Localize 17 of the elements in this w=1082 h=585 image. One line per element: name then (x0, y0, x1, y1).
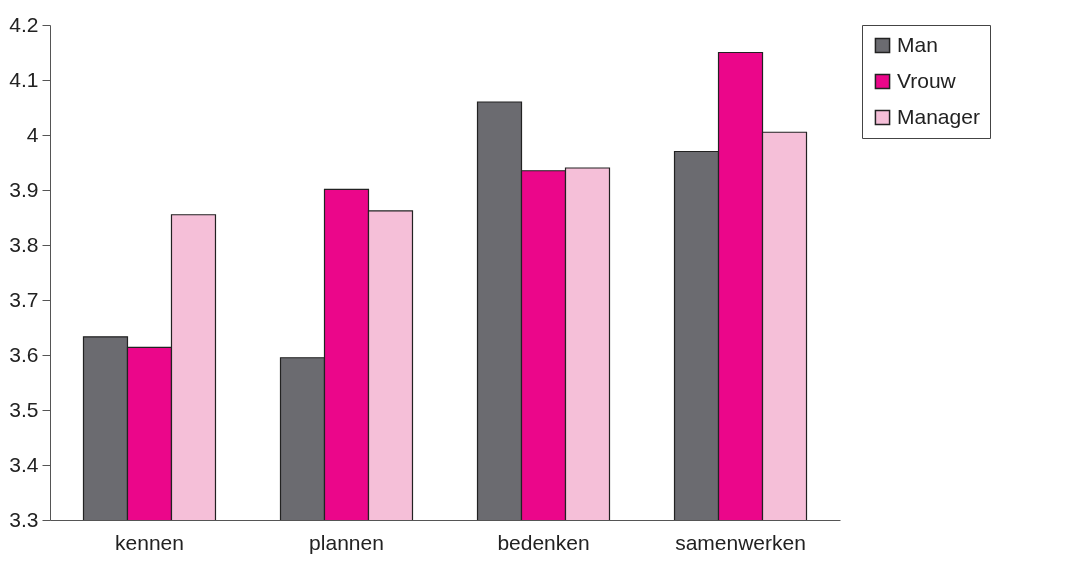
y-tick-label: 3.3 (9, 507, 39, 531)
y-tick-label: 4.1 (9, 67, 39, 91)
y-tick-label: 3.7 (9, 287, 39, 311)
x-tick-label: bedenken (497, 530, 590, 554)
x-tick-label: plannen (309, 530, 384, 554)
x-tick-label: kennen (115, 530, 184, 554)
x-tick-label: samenwerken (675, 530, 806, 554)
legend-label: Man (897, 32, 938, 56)
legend-label: Vrouw (897, 68, 957, 92)
y-tick-label: 4.2 (9, 12, 39, 36)
y-tick-label: 3.9 (9, 177, 39, 201)
y-tick-label: 4 (26, 122, 39, 146)
y-tick-label: 3.8 (9, 232, 39, 256)
y-tick-label: 3.5 (9, 397, 39, 421)
y-tick-label: 3.4 (9, 452, 39, 476)
legend-label: Manager (897, 104, 980, 128)
y-tick-label: 3.6 (9, 342, 39, 366)
